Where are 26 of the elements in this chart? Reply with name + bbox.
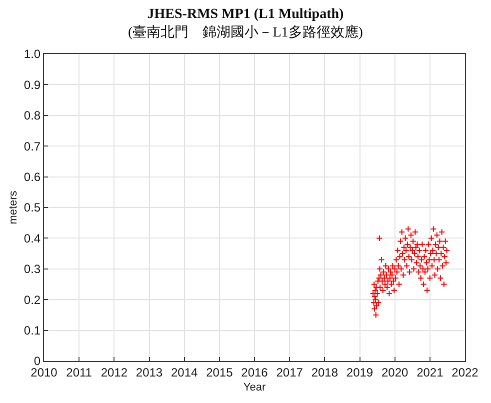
y-tick-label: 0.5 — [24, 200, 41, 215]
chart-title: JHES-RMS MP1 (L1 Multipath) — [147, 7, 344, 22]
y-tick-label: 0.4 — [24, 231, 41, 246]
y-tick-label: 0.8 — [24, 108, 41, 123]
y-tick-label: 0.1 — [24, 324, 41, 338]
x-tick-label: 2014 — [170, 365, 198, 380]
x-tick-label: 2021 — [416, 365, 444, 380]
x-tick-label: 2012 — [100, 365, 128, 380]
x-axis-title: Year — [243, 382, 266, 394]
x-tick-label: 2013 — [136, 365, 163, 380]
x-tick-label: 2016 — [241, 365, 268, 380]
y-tick-label: 0.7 — [24, 139, 41, 154]
x-tick-label: 2015 — [206, 365, 234, 380]
x-tick-label: 2011 — [66, 365, 92, 380]
x-tick-label: 2019 — [346, 365, 374, 380]
x-tick-label: 2017 — [276, 365, 304, 380]
y-tick-label: 0.6 — [24, 170, 41, 184]
y-tick-label: 1.0 — [24, 47, 41, 62]
y-tick-label: 0.2 — [24, 292, 41, 307]
x-tick-label: 2018 — [311, 365, 338, 380]
y-tick-label: 0.9 — [24, 78, 41, 92]
x-tick-label: 2020 — [381, 365, 408, 380]
y-axis-title: meters — [8, 190, 20, 224]
y-tick-label: 0.3 — [24, 262, 41, 276]
x-tick-label: 2022 — [452, 365, 479, 380]
chart-subtitle: (臺南北門 錦湖國小－L1多路徑效應) — [128, 24, 364, 40]
